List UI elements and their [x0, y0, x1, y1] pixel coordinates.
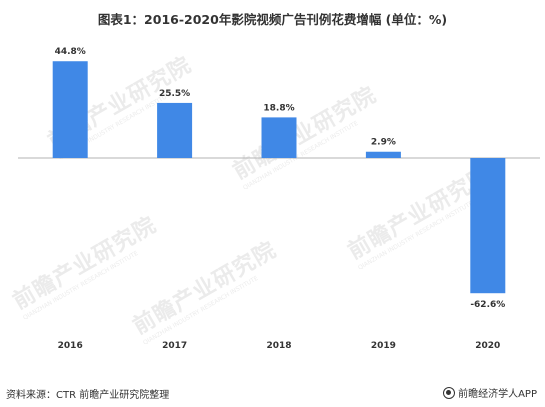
brand-credit: 前瞻经济学人APP: [443, 385, 537, 400]
x-tick-label-2019: 2019: [371, 341, 396, 351]
x-tick-label-2016: 2016: [58, 341, 83, 351]
data-label-2018: 18.8%: [263, 103, 294, 113]
data-label-2019: 2.9%: [371, 138, 396, 148]
data-label-2017: 25.5%: [159, 89, 190, 99]
bar-chart: 44.8% 2016 25.5% 2017 18.8% 2018 2.9% 2019 -62.6…: [18, 47, 540, 351]
bar-2019: [365, 151, 401, 158]
source-note: 资料来源：CTR 前瞻产业研究院整理: [6, 390, 170, 401]
chart-title: 图表1：2016-2020年影院视频广告刊例花费增幅 (单位：%): [97, 12, 448, 27]
x-tick-label-2018: 2018: [266, 341, 291, 351]
brand-logo-icon: [443, 386, 456, 399]
bar-2016: [52, 61, 88, 159]
x-tick-label-2020: 2020: [475, 341, 500, 351]
bar-2018: [261, 117, 297, 158]
bar-2020: [470, 158, 506, 294]
brand-label: 前瞻经济学人APP: [458, 389, 537, 400]
x-tick-label-2017: 2017: [162, 341, 187, 351]
data-label-2020: -62.6%: [470, 300, 505, 310]
bar-2017: [157, 102, 193, 158]
data-label-2016: 44.8%: [55, 47, 86, 57]
